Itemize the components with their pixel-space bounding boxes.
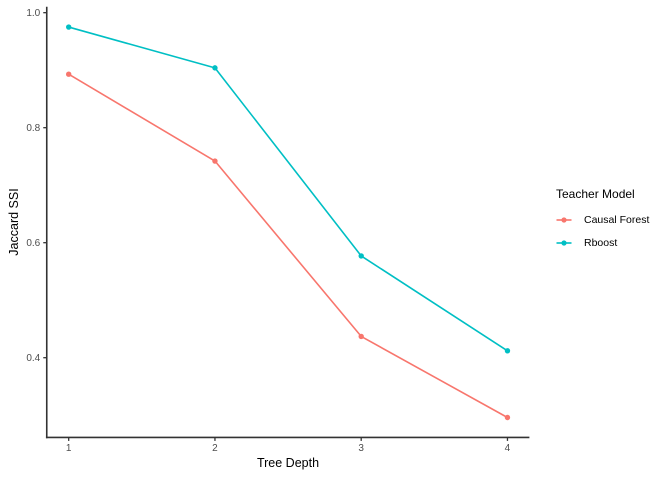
data-point-rboost [504,348,511,354]
legend-entry: Causal Forest [556,213,649,227]
x-tick-label: 2 [212,443,218,454]
series-line-causal-forest [68,73,508,419]
y-tick-label: 0.4 [26,353,40,364]
data-point-causal-forest [212,158,218,164]
data-point-rboost [358,253,364,259]
legend-entry: Rboost [556,236,649,250]
legend-key-icon [556,217,572,223]
series-rboost [65,24,511,354]
data-point-rboost [65,24,72,30]
y-axis-title: Jaccard SSI [7,188,21,256]
series-line-rboost [68,26,508,352]
data-point-causal-forest [358,333,364,340]
y-tick-label: 1.0 [26,8,40,19]
legend-key-icon [556,240,572,246]
y-tick-label: 0.6 [26,238,40,249]
data-point-rboost [212,65,218,71]
legend: Teacher Model Causal Forest Rboost [556,187,649,259]
series-causal-forest [65,71,511,421]
legend-entries: Causal Forest Rboost [556,213,649,250]
x-tick-label: 1 [66,443,72,454]
x-axis-title: Tree Depth [256,456,320,470]
y-tick-label: 0.8 [26,123,40,134]
data-point-causal-forest [65,71,72,77]
x-tick-label: 3 [358,443,364,454]
legend-entry-label: Rboost [584,237,618,249]
legend-title: Teacher Model [556,187,635,201]
data-point-causal-forest [504,414,511,421]
x-tick-label: 4 [505,443,511,454]
legend-entry-label: Causal Forest [584,214,650,226]
